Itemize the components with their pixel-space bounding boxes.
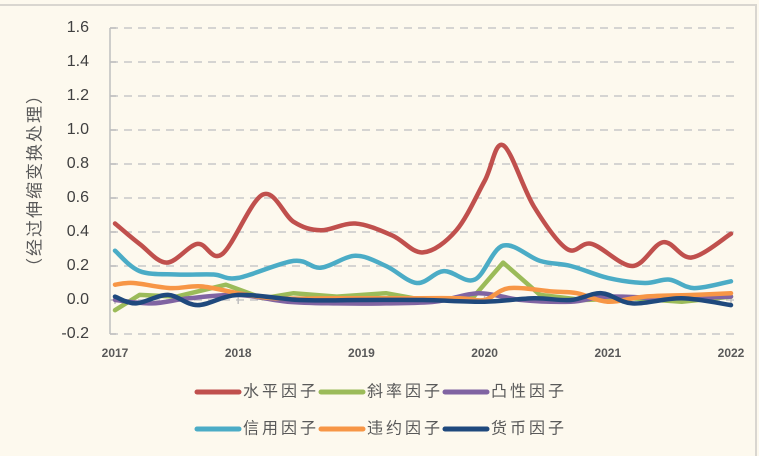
legend-label: 斜率因子 <box>367 382 443 401</box>
legend-label: 违约因子 <box>367 419 443 438</box>
x-tick-label: 2020 <box>471 346 498 360</box>
y-tick-label: 0.6 <box>67 189 89 206</box>
legend-item-level: 水平因子 <box>194 382 319 401</box>
legend-item-slope: 斜率因子 <box>318 382 443 401</box>
legend-item-monetary: 货币因子 <box>442 419 567 438</box>
series-line-curvature <box>112 290 734 306</box>
series-lines <box>112 142 734 313</box>
x-tick-labels: 2017 2018 2019 2020 2021 2022 <box>102 346 745 360</box>
series-line-monetary <box>112 290 734 308</box>
x-tick-label: 2018 <box>225 346 252 360</box>
x-tick-label: 2019 <box>348 346 375 360</box>
legend-label: 凸性因子 <box>491 382 567 401</box>
y-axis-label: （经过伸缩变换处理） <box>26 85 46 275</box>
y-tick-label: 0.0 <box>67 291 89 308</box>
y-tick-label: 1.4 <box>67 53 89 70</box>
series-line-credit <box>112 242 734 291</box>
y-tick-label: 1.6 <box>67 19 89 36</box>
legend-label: 水平因子 <box>243 382 319 401</box>
series-line-level <box>112 142 734 269</box>
y-tick-label: -0.2 <box>61 325 89 342</box>
chart-frame <box>0 4 757 456</box>
y-tick-label: 0.8 <box>67 155 89 172</box>
legend-label: 货币因子 <box>491 419 567 438</box>
y-tick-label: 0.4 <box>67 223 89 240</box>
x-tick-label: 2022 <box>718 346 745 360</box>
legend-item-credit: 信用因子 <box>194 419 319 438</box>
x-tick-label: 2017 <box>102 346 129 360</box>
legend-item-curvature: 凸性因子 <box>442 382 567 401</box>
y-tick-label: 1.2 <box>67 87 89 104</box>
x-tick-label: 2021 <box>594 346 621 360</box>
y-tick-labels: -0.2 0.0 0.2 0.4 0.6 0.8 1.0 1.2 1.4 1.6 <box>61 19 89 342</box>
y-tick-label: 0.2 <box>67 257 89 274</box>
legend-label: 信用因子 <box>243 419 319 438</box>
legend-item-default: 违约因子 <box>318 419 443 438</box>
y-tick-label: 1.0 <box>67 121 89 138</box>
